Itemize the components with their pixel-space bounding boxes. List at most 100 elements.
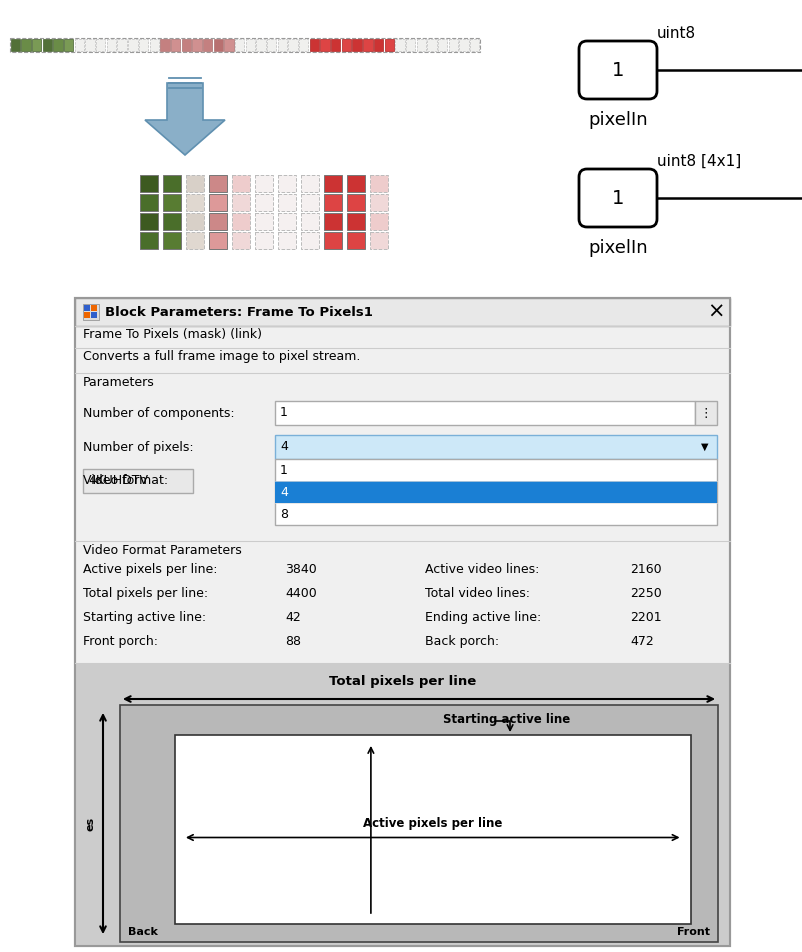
Text: 472: 472 <box>630 635 654 648</box>
Bar <box>75 298 730 946</box>
Bar <box>43 39 52 50</box>
Bar <box>64 39 74 50</box>
Bar <box>301 175 319 192</box>
Text: 1: 1 <box>280 407 288 420</box>
Bar <box>301 232 319 249</box>
Bar <box>186 213 204 230</box>
Bar <box>395 39 404 50</box>
Bar <box>163 213 181 230</box>
Text: Active pixels per line: Active pixels per line <box>363 817 502 830</box>
Text: ▼: ▼ <box>701 442 709 452</box>
Bar <box>75 298 730 946</box>
Bar <box>86 39 95 50</box>
Bar <box>324 194 342 211</box>
Bar <box>347 175 365 192</box>
Bar <box>186 232 204 249</box>
Bar <box>75 663 730 946</box>
Bar <box>416 39 426 50</box>
Bar <box>140 175 158 192</box>
Text: Total pixels per line: Total pixels per line <box>329 675 476 687</box>
Bar <box>324 213 342 230</box>
Bar <box>255 194 273 211</box>
Bar <box>232 213 250 230</box>
Bar <box>232 194 250 211</box>
Text: ×: × <box>707 302 725 322</box>
Bar <box>232 175 250 192</box>
Bar <box>139 39 148 50</box>
Bar <box>209 213 227 230</box>
Bar <box>75 39 84 50</box>
Text: 88: 88 <box>285 635 301 648</box>
Text: Block Parameters: Frame To Pixels1: Block Parameters: Frame To Pixels1 <box>105 306 373 319</box>
Bar <box>470 39 480 50</box>
Bar <box>91 312 97 318</box>
Bar <box>427 39 436 50</box>
Text: Ending active line:: Ending active line: <box>425 611 541 624</box>
Text: Active pixels per line:: Active pixels per line: <box>83 563 217 576</box>
Text: Active video lines:: Active video lines: <box>425 563 540 576</box>
Bar <box>84 312 90 318</box>
Bar <box>347 194 365 211</box>
Text: uint8: uint8 <box>657 26 696 41</box>
Bar <box>278 194 296 211</box>
Text: Number of components:: Number of components: <box>83 407 235 420</box>
Text: Total video lines:: Total video lines: <box>425 587 530 600</box>
Bar <box>278 213 296 230</box>
Text: 8: 8 <box>280 507 288 521</box>
Text: Back porch:: Back porch: <box>425 635 499 648</box>
Text: Front: Front <box>677 927 710 937</box>
Bar <box>370 175 388 192</box>
Bar <box>75 298 730 326</box>
Bar <box>32 39 42 50</box>
Bar <box>128 39 137 50</box>
Bar <box>278 232 296 249</box>
Bar <box>448 39 458 50</box>
Bar <box>370 232 388 249</box>
Bar <box>278 175 296 192</box>
Bar <box>22 39 30 50</box>
Bar <box>232 232 250 249</box>
Bar <box>225 39 233 50</box>
Bar <box>163 194 181 211</box>
Bar <box>289 39 298 50</box>
Text: 1: 1 <box>280 464 288 477</box>
Bar <box>186 194 204 211</box>
Polygon shape <box>145 83 225 155</box>
Text: 4: 4 <box>280 486 288 499</box>
Bar <box>186 175 204 192</box>
Bar <box>267 39 277 50</box>
FancyBboxPatch shape <box>579 41 657 99</box>
Bar <box>370 213 388 230</box>
Bar <box>10 38 480 52</box>
Bar <box>245 39 255 50</box>
Text: Video format:: Video format: <box>83 474 168 487</box>
Text: Number of pixels:: Number of pixels: <box>83 441 193 453</box>
Text: uint8 [4x1]: uint8 [4x1] <box>657 154 741 169</box>
Text: Back: Back <box>128 927 158 937</box>
Bar <box>384 39 394 50</box>
Bar <box>91 305 97 311</box>
Bar <box>181 39 191 50</box>
Bar <box>83 469 193 493</box>
Bar <box>374 39 383 50</box>
Bar <box>275 401 695 425</box>
Bar <box>96 39 106 50</box>
Bar <box>140 232 158 249</box>
Bar <box>275 459 717 525</box>
Text: 4KUHDTV: 4KUHDTV <box>88 474 148 487</box>
Text: Front porch:: Front porch: <box>83 635 158 648</box>
Bar <box>255 232 273 249</box>
Text: Total pixels per line:: Total pixels per line: <box>83 587 209 600</box>
Bar <box>324 175 342 192</box>
Bar <box>209 194 227 211</box>
Bar <box>347 232 365 249</box>
Bar <box>460 39 468 50</box>
Text: Video Format Parameters: Video Format Parameters <box>83 544 241 557</box>
Bar <box>324 232 342 249</box>
Bar <box>160 39 169 50</box>
Bar <box>83 304 99 320</box>
Text: 2250: 2250 <box>630 587 662 600</box>
FancyBboxPatch shape <box>579 169 657 227</box>
Bar <box>117 39 127 50</box>
Bar <box>10 39 20 50</box>
